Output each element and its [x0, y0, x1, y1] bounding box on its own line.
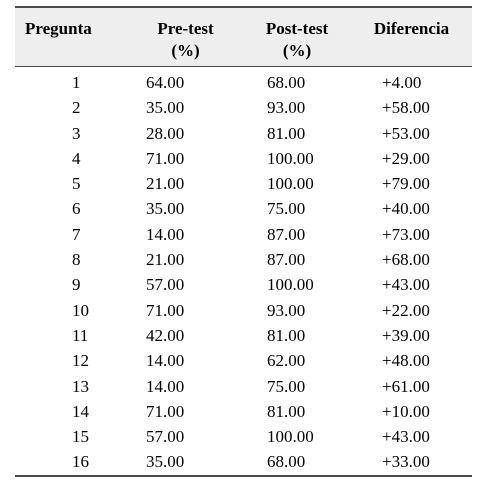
table-row: 11 42.00 81.00 +39.00	[15, 323, 472, 348]
cell-pregunta: 6	[72, 199, 81, 219]
cell-pregunta: 12	[72, 351, 89, 371]
cell-diferencia: +48.00	[382, 351, 430, 371]
table-row: 15 57.00 100.00 +43.00	[15, 424, 472, 449]
cell-posttest: 81.00	[267, 123, 306, 143]
header-pregunta-label: Pregunta	[25, 19, 92, 38]
cell-posttest: 93.00	[267, 98, 306, 118]
table-row: 12 14.00 62.00 +48.00	[15, 348, 472, 373]
header-posttest: Post-test (%)	[243, 6, 351, 67]
cell-pregunta: 3	[72, 123, 81, 143]
cell-pretest: 71.00	[146, 401, 185, 421]
cell-pretest: 35.00	[146, 199, 185, 219]
cell-pretest: 21.00	[146, 174, 185, 194]
header-pretest-label: Pre-test	[157, 19, 214, 38]
cell-posttest: 68.00	[267, 73, 306, 92]
cell-pretest: 14.00	[146, 351, 185, 371]
cell-pretest: 71.00	[146, 148, 185, 168]
cell-diferencia: +79.00	[382, 174, 430, 194]
cell-diferencia: +73.00	[382, 224, 430, 244]
cell-pregunta: 2	[72, 98, 81, 118]
table-row: 16 35.00 68.00 +33.00	[15, 449, 472, 477]
cell-diferencia: +43.00	[382, 275, 430, 295]
cell-pretest: 14.00	[146, 224, 185, 244]
cell-posttest: 100.00	[267, 275, 314, 295]
cell-posttest: 93.00	[267, 300, 306, 320]
header-diferencia-label: Diferencia	[373, 19, 450, 38]
cell-pregunta: 8	[72, 250, 81, 270]
cell-pretest: 71.00	[146, 300, 185, 320]
cell-diferencia: +29.00	[382, 148, 430, 168]
cell-pregunta: 9	[72, 275, 81, 295]
cell-pregunta: 4	[72, 148, 81, 168]
cell-diferencia: +58.00	[382, 98, 430, 118]
cell-posttest: 81.00	[267, 325, 306, 345]
cell-pregunta: 5	[72, 174, 81, 194]
cell-pregunta: 10	[72, 300, 89, 320]
cell-pretest: 35.00	[128, 449, 243, 477]
table-row: 5 21.00 100.00 +79.00	[15, 171, 472, 196]
cell-pretest: 35.00	[146, 98, 185, 118]
header-pretest-unit: (%)	[171, 41, 200, 60]
table-row: 4 71.00 100.00 +29.00	[15, 146, 472, 171]
table-row: 14 71.00 81.00 +10.00	[15, 399, 472, 424]
cell-diferencia: +39.00	[382, 325, 430, 345]
table-body: 1 64.00 68.00 +4.00 2 35.00 93.00 +58.00…	[15, 67, 472, 477]
cell-pretest: 57.00	[146, 275, 185, 295]
cell-pregunta: 15	[72, 427, 89, 447]
table-row: 2 35.00 93.00 +58.00	[15, 95, 472, 120]
table-row: 1 64.00 68.00 +4.00	[15, 67, 472, 96]
cell-posttest: 75.00	[267, 376, 306, 396]
table-row: 7 14.00 87.00 +73.00	[15, 222, 472, 247]
table-row: 13 14.00 75.00 +61.00	[15, 374, 472, 399]
cell-diferencia: +22.00	[382, 300, 430, 320]
cell-diferencia: +33.00	[351, 449, 472, 477]
header-posttest-label: Post-test	[265, 19, 329, 38]
cell-pretest: 57.00	[146, 427, 185, 447]
cell-pretest: 14.00	[146, 376, 185, 396]
cell-pretest: 28.00	[146, 123, 185, 143]
cell-pregunta: 16	[15, 449, 128, 477]
cell-posttest: 87.00	[267, 250, 306, 270]
cell-posttest: 100.00	[267, 427, 314, 447]
table-header: Pregunta Pre-test (%) Post-test (%) Dife…	[15, 6, 472, 67]
cell-diferencia: +10.00	[382, 401, 430, 421]
cell-diferencia: +4.00	[382, 73, 422, 92]
results-table: Pregunta Pre-test (%) Post-test (%) Dife…	[15, 6, 472, 477]
table-row: 10 71.00 93.00 +22.00	[15, 298, 472, 323]
cell-pregunta: 1	[72, 73, 81, 92]
header-row: Pregunta Pre-test (%) Post-test (%) Dife…	[15, 6, 472, 67]
cell-pregunta: 14	[72, 401, 89, 421]
cell-posttest: 87.00	[267, 224, 306, 244]
cell-diferencia: +40.00	[382, 199, 430, 219]
cell-pregunta: 11	[72, 325, 89, 345]
header-diferencia: Diferencia	[351, 6, 472, 67]
cell-posttest: 62.00	[267, 351, 306, 371]
cell-posttest: 100.00	[267, 174, 314, 194]
cell-diferencia: +68.00	[382, 250, 430, 270]
results-table-container: Pregunta Pre-test (%) Post-test (%) Dife…	[15, 6, 472, 477]
table-row: 6 35.00 75.00 +40.00	[15, 196, 472, 221]
header-pretest: Pre-test (%)	[128, 6, 243, 67]
header-posttest-unit: (%)	[282, 41, 312, 60]
table-row: 8 21.00 87.00 +68.00	[15, 247, 472, 272]
cell-pretest: 42.00	[146, 325, 185, 345]
header-pregunta: Pregunta	[15, 6, 128, 67]
table-row: 3 28.00 81.00 +53.00	[15, 121, 472, 146]
cell-pretest: 64.00	[146, 73, 185, 92]
cell-pregunta: 13	[72, 376, 89, 396]
cell-diferencia: +61.00	[382, 376, 430, 396]
cell-diferencia: +43.00	[382, 427, 430, 447]
cell-pregunta: 7	[72, 224, 81, 244]
cell-posttest: 100.00	[267, 148, 314, 168]
cell-posttest: 75.00	[267, 199, 306, 219]
cell-pretest: 21.00	[146, 250, 185, 270]
cell-posttest: 68.00	[243, 449, 351, 477]
cell-diferencia: +53.00	[382, 123, 430, 143]
cell-posttest: 81.00	[267, 401, 306, 421]
table-row: 9 57.00 100.00 +43.00	[15, 272, 472, 297]
